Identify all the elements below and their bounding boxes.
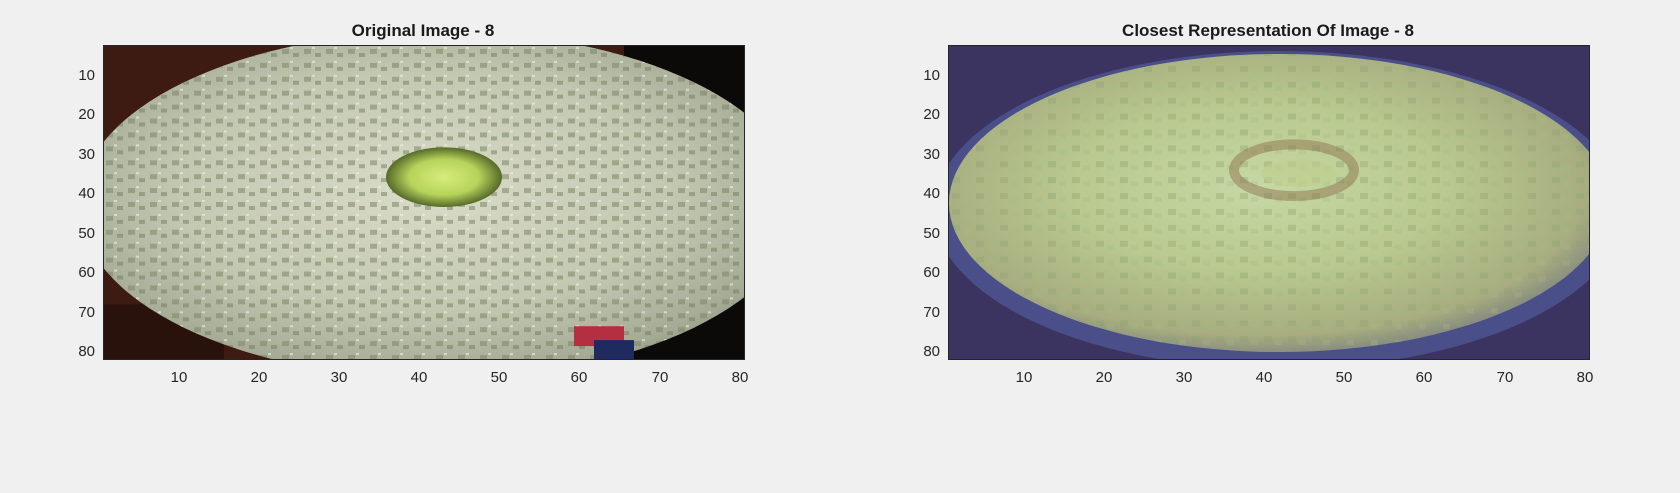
x-tick: 20 <box>1095 369 1113 386</box>
y-tick: 70 <box>78 304 95 321</box>
y-tick: 80 <box>78 343 95 360</box>
melon-image-original <box>104 46 744 359</box>
x-tick: 10 <box>170 369 188 386</box>
y-tick: 20 <box>923 106 940 123</box>
panel-title: Closest Representation Of Image - 8 <box>1122 21 1414 40</box>
y-tick: 80 <box>923 343 940 360</box>
x-tick: 20 <box>250 369 268 386</box>
x-tick: 80 <box>731 369 749 386</box>
y-tick: 10 <box>78 67 95 84</box>
x-tick: 30 <box>330 369 348 386</box>
panel-title: Original Image - 8 <box>351 21 495 40</box>
y-tick: 50 <box>923 225 940 242</box>
x-tick: 40 <box>410 369 428 386</box>
y-tick: 50 <box>78 225 95 242</box>
x-tick: 40 <box>1255 369 1273 386</box>
x-tick: 60 <box>1415 369 1433 386</box>
melon-image-representation <box>949 46 1589 359</box>
y-tick: 40 <box>923 185 940 202</box>
image-axes-original <box>103 45 745 360</box>
y-tick: 60 <box>923 264 940 281</box>
y-tick: 30 <box>78 146 95 163</box>
x-tick: 50 <box>490 369 508 386</box>
y-tick: 20 <box>78 106 95 123</box>
figure-panel-original: Original Image - 8 <box>0 0 820 493</box>
x-tick: 80 <box>1576 369 1594 386</box>
x-tick: 10 <box>1015 369 1033 386</box>
x-tick: 30 <box>1175 369 1193 386</box>
x-tick: 50 <box>1335 369 1353 386</box>
x-tick: 60 <box>570 369 588 386</box>
y-tick: 70 <box>923 304 940 321</box>
y-tick: 30 <box>923 146 940 163</box>
y-tick: 40 <box>78 185 95 202</box>
figure-panel-representation: Closest Representation Of Image - 8 <box>845 0 1665 493</box>
x-tick: 70 <box>651 369 669 386</box>
y-tick: 10 <box>923 67 940 84</box>
x-tick: 70 <box>1496 369 1514 386</box>
image-axes-representation <box>948 45 1590 360</box>
y-tick: 60 <box>78 264 95 281</box>
